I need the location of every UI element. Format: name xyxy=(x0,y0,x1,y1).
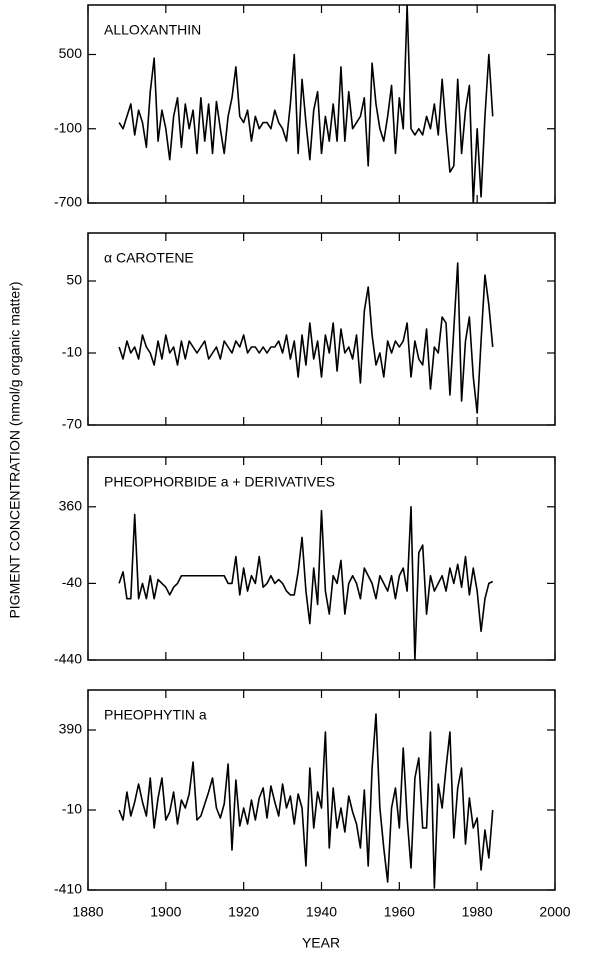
y-tick-label: -70 xyxy=(62,416,82,432)
y-tick-label: -700 xyxy=(54,194,82,210)
y-tick-label: -10 xyxy=(62,344,82,360)
panel-title: PHEOPHORBIDE a + DERIVATIVES xyxy=(104,474,335,490)
x-tick-label: 1880 xyxy=(72,904,103,920)
panel-title: PHEOPHYTIN a xyxy=(104,707,207,723)
y-tick-label: -100 xyxy=(54,119,82,135)
data-line xyxy=(118,262,494,414)
data-line xyxy=(118,505,494,660)
x-tick-label: 1960 xyxy=(384,904,415,920)
y-tick-label: -410 xyxy=(54,881,82,897)
x-tick-label: 1980 xyxy=(462,904,493,920)
y-tick-label: -440 xyxy=(54,651,82,667)
data-line xyxy=(118,5,494,203)
y-tick-label: -40 xyxy=(62,574,82,590)
y-axis-label: PIGMENT CONCENTRATION (nmol/g organic ma… xyxy=(7,281,23,618)
x-axis-label: YEAR xyxy=(302,935,340,951)
panel-title: ALLOXANTHIN xyxy=(104,22,201,38)
x-tick-label: 2000 xyxy=(539,904,570,920)
x-tick-label: 1920 xyxy=(228,904,259,920)
y-tick-label: -10 xyxy=(62,801,82,817)
y-tick-label: 500 xyxy=(59,45,83,61)
y-tick-label: 360 xyxy=(59,497,83,513)
x-tick-label: 1940 xyxy=(306,904,337,920)
y-tick-label: 50 xyxy=(66,272,82,288)
x-tick-label: 1900 xyxy=(150,904,181,920)
y-tick-label: 390 xyxy=(59,721,83,737)
data-line xyxy=(118,713,494,889)
panel-title: α CAROTENE xyxy=(104,250,194,266)
